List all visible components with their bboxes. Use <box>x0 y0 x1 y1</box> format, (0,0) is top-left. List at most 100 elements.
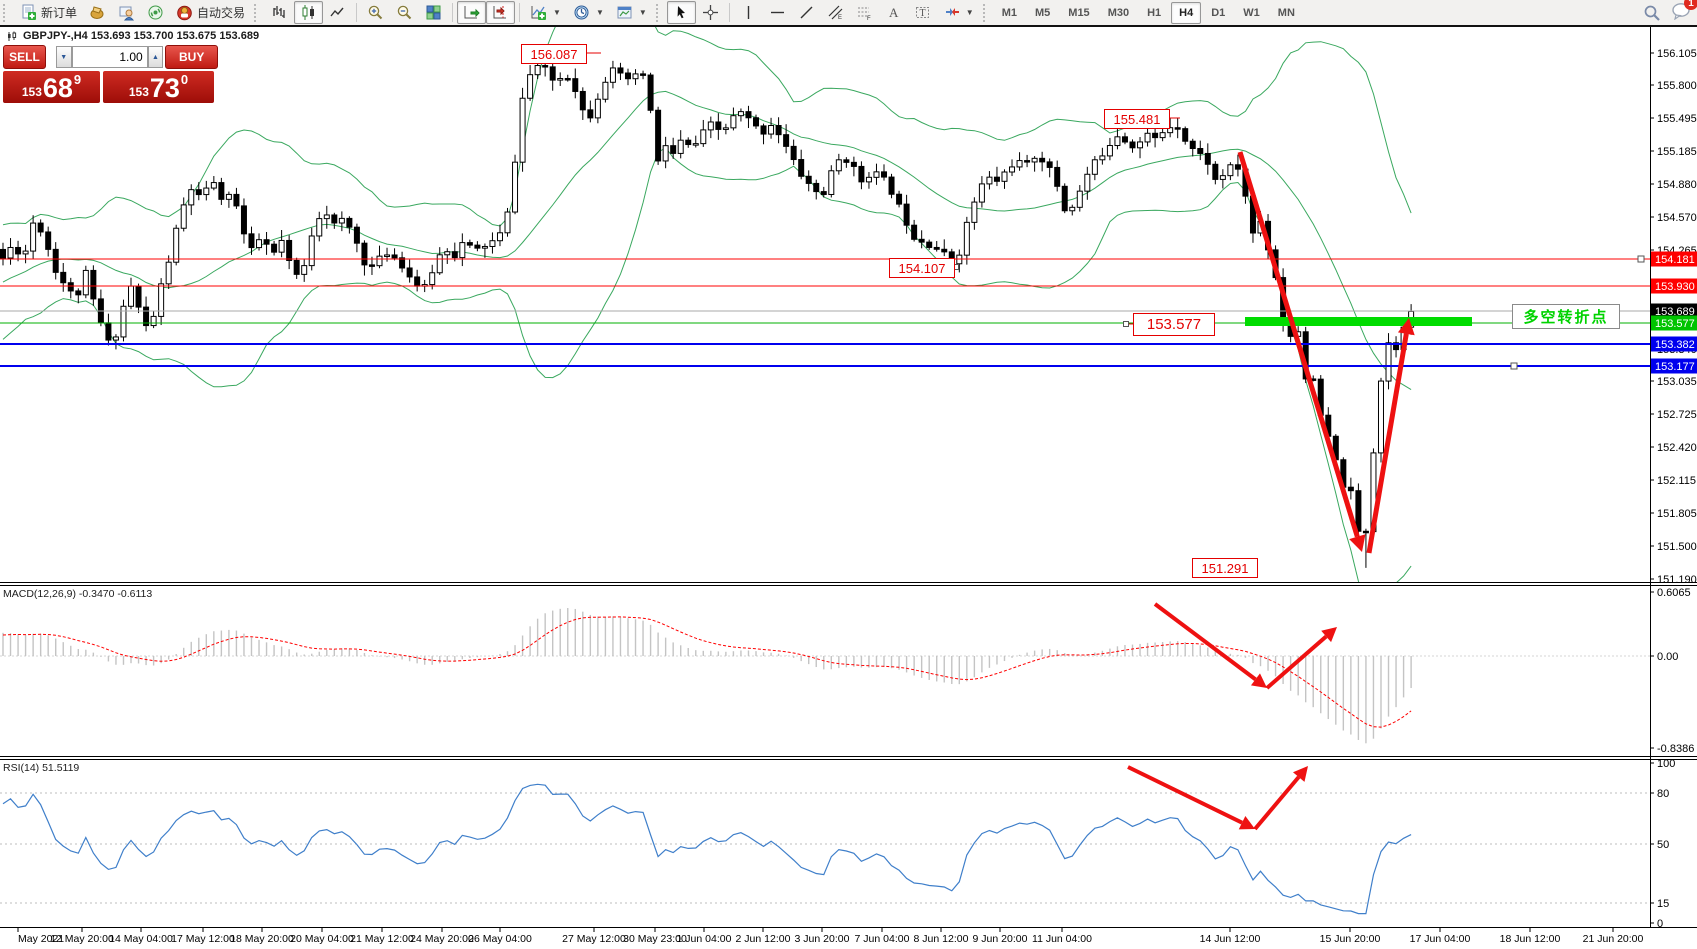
price-callout-label[interactable]: 154.107 <box>889 258 955 278</box>
crosshair-tool-button[interactable] <box>696 1 725 24</box>
timeframe-m15-button[interactable]: M15 <box>1068 6 1090 19</box>
toolbar-grip <box>254 3 261 22</box>
tile-windows-button[interactable] <box>419 1 448 24</box>
cursor-tool-button[interactable] <box>666 1 696 24</box>
auto-scroll-button[interactable] <box>457 1 487 24</box>
line-chart-mode-button[interactable] <box>323 1 352 24</box>
timeframe-m30-button[interactable]: M30 <box>1107 6 1130 19</box>
bar-chart-mode-button[interactable] <box>265 1 294 24</box>
navigator-button[interactable] <box>112 1 141 24</box>
svg-text:153.577: 153.577 <box>1655 318 1695 330</box>
timeframe-w1-button[interactable]: W1 <box>1243 6 1260 19</box>
market-watch-button[interactable] <box>83 1 112 24</box>
timeframe-h1-button[interactable]: H1 <box>1147 6 1162 19</box>
timeframe-group: M1 M5 M15 M30 H1 H4 D1 W1 MN <box>994 1 1303 24</box>
sell-button[interactable]: SELL <box>3 45 46 69</box>
autotrading-icon <box>177 5 192 21</box>
fibonacci-tool-button[interactable]: F <box>850 1 879 24</box>
notification-badge: 1 <box>1684 0 1697 10</box>
svg-text:May 2021: May 2021 <box>18 933 64 945</box>
chart-title: GBPJPY-,H4 153.693 153.700 153.675 153.6… <box>7 30 259 42</box>
toolbar-separator <box>728 3 730 22</box>
candlestick-mode-button[interactable] <box>294 1 324 24</box>
svg-text:152.725: 152.725 <box>1657 409 1697 421</box>
channel-tool-button[interactable]: E <box>821 1 850 24</box>
fibonacci-icon: F <box>857 7 871 21</box>
tile-windows-icon <box>426 5 441 20</box>
toolbar-grip <box>3 3 10 22</box>
price-badge <box>1651 358 1697 374</box>
text-tool-button[interactable]: A <box>879 1 908 24</box>
ask-price[interactable]: 153 73 0 <box>103 71 214 103</box>
timeframe-mn-button[interactable]: MN <box>1277 6 1295 19</box>
svg-text:0.00: 0.00 <box>1657 651 1678 663</box>
periods-button[interactable]: ▼ <box>567 1 610 24</box>
rsi-indicator-label: RSI(14) 51.5119 <box>3 762 80 774</box>
svg-text:E: E <box>838 15 842 21</box>
notifications-button[interactable]: 1 <box>1671 0 1697 23</box>
autotrading-button[interactable]: 自动交易 <box>170 1 251 24</box>
new-order-label: 新订单 <box>41 6 78 20</box>
timeframe-m5-button[interactable]: M5 <box>1035 6 1051 19</box>
svg-text:18 May 20:00: 18 May 20:00 <box>230 933 294 945</box>
price-callout-label[interactable]: 151.291 <box>1192 558 1258 578</box>
templates-button[interactable]: ▼ <box>610 1 653 24</box>
text-label-tool-button[interactable]: T <box>908 1 937 24</box>
auto-scroll-icon <box>464 6 480 19</box>
svg-text:151.805: 151.805 <box>1657 508 1697 520</box>
svg-text:17 Jun 04:00: 17 Jun 04:00 <box>1410 933 1471 945</box>
svg-text:151.190: 151.190 <box>1657 574 1697 586</box>
indicators-button[interactable]: ▼ <box>524 1 567 24</box>
svg-text:80: 80 <box>1657 788 1669 800</box>
chart-shift-button[interactable] <box>486 1 516 24</box>
template-icon <box>617 6 632 19</box>
vertical-line-tool-button[interactable] <box>734 1 763 24</box>
price-callout-label[interactable]: 155.481 <box>1104 109 1170 129</box>
volume-decrease-button[interactable]: ▼ <box>55 46 72 68</box>
chart-title-text: GBPJPY-,H4 153.693 153.700 153.675 153.6… <box>23 30 260 42</box>
price-badge <box>1651 336 1697 352</box>
svg-text:15 Jun 20:00: 15 Jun 20:00 <box>1320 933 1381 945</box>
ask-pips: 73 <box>149 73 180 103</box>
svg-text:21 Jun 20:00: 21 Jun 20:00 <box>1583 933 1644 945</box>
svg-text:3 Jun 20:00: 3 Jun 20:00 <box>795 933 850 945</box>
seal-icon <box>90 6 104 19</box>
dropdown-caret-icon: ▼ <box>638 8 647 17</box>
ask-integer: 153 <box>128 85 149 99</box>
timeframe-d1-button[interactable]: D1 <box>1211 6 1226 19</box>
turning-point-annotation[interactable]: 多空转折点 <box>1512 304 1620 329</box>
timeframe-h4-button[interactable]: H4 <box>1171 1 1202 24</box>
new-order-button[interactable]: 新订单 <box>14 1 83 24</box>
arrows-shape-icon <box>945 8 959 16</box>
zoom-out-button[interactable] <box>390 1 419 24</box>
vertical-line-icon <box>747 6 749 19</box>
signal-button[interactable] <box>141 1 170 24</box>
horizontal-line-tool-button[interactable] <box>763 1 792 24</box>
text-icon: A <box>889 5 899 20</box>
zoom-in-button[interactable] <box>361 1 390 24</box>
svg-text:0: 0 <box>1657 918 1663 930</box>
search-icon[interactable] <box>1643 4 1661 22</box>
timeframe-m1-button[interactable]: M1 <box>1001 6 1017 19</box>
svg-text:8 Jun 12:00: 8 Jun 12:00 <box>914 933 969 945</box>
svg-text:A: A <box>889 5 899 20</box>
svg-text:152.115: 152.115 <box>1657 475 1696 487</box>
trendline-tool-button[interactable] <box>792 1 821 24</box>
price-callout-label[interactable]: 156.087 <box>521 44 587 64</box>
svg-text:155.495: 155.495 <box>1657 113 1697 125</box>
toolbar-separator <box>356 3 358 22</box>
price-badge <box>1651 303 1697 319</box>
svg-text:100: 100 <box>1657 758 1675 770</box>
dropdown-caret-icon: ▼ <box>595 8 604 17</box>
new-order-icon <box>22 4 36 20</box>
price-callout-label[interactable]: 153.577 <box>1133 313 1215 336</box>
svg-text:153.382: 153.382 <box>1655 339 1695 351</box>
volume-input[interactable]: 1.00 <box>71 46 148 68</box>
volume-increase-button[interactable]: ▲ <box>147 46 164 68</box>
toolbar: 新订单 <box>0 0 1697 27</box>
one-click-trading-panel: SELL ▼ 1.00 ▲ BUY 153 68 9 153 73 0 <box>3 45 218 103</box>
buy-button[interactable]: BUY <box>165 45 218 69</box>
bid-price[interactable]: 153 68 9 <box>3 71 100 103</box>
arrows-tool-button[interactable]: ▼ <box>937 1 980 24</box>
